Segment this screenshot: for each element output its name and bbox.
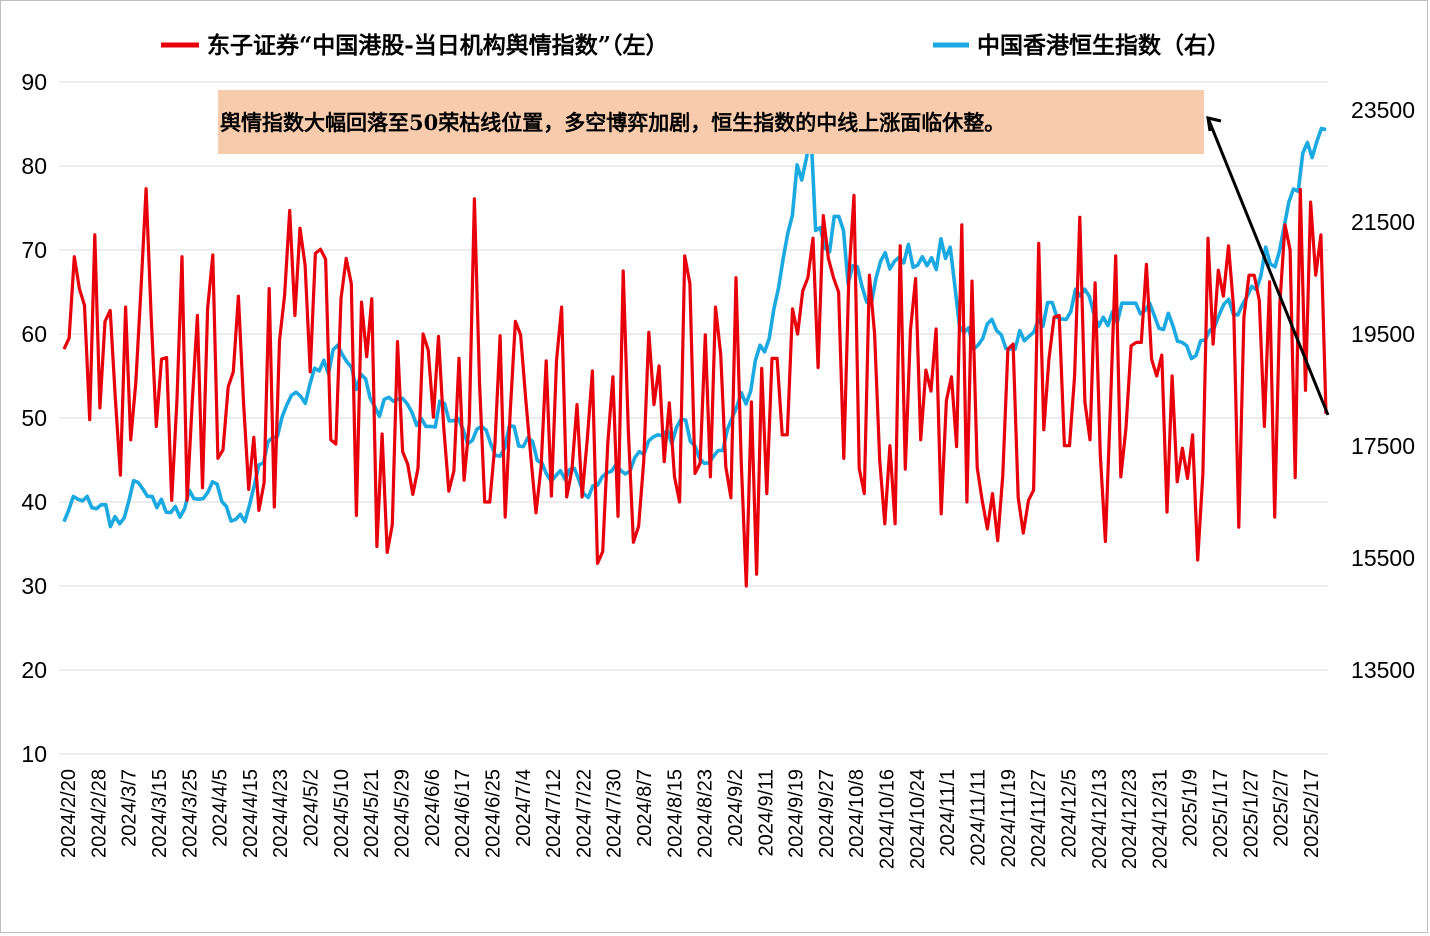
legend-label-left-series: 东子证券“中国港股-当日机构舆情指数”（左） bbox=[207, 32, 669, 59]
annotation-arrow bbox=[1206, 117, 1330, 416]
x-tick-label: 2024/3/25 bbox=[179, 769, 201, 858]
series-line-sentiment-index bbox=[62, 187, 1328, 588]
x-tick-label: 2025/1/17 bbox=[1210, 769, 1232, 858]
annotation: 舆情指数大幅回落至50荣枯线位置，多空博弈加剧，恒生指数的中线上涨面临休整。 bbox=[218, 90, 1330, 416]
x-tick-label: 2025/1/9 bbox=[1180, 769, 1202, 847]
x-tick-label: 2024/8/23 bbox=[695, 769, 717, 858]
x-tick-label: 2024/12/13 bbox=[1089, 769, 1111, 869]
x-tick-label: 2024/3/7 bbox=[119, 769, 141, 847]
x-tick-label: 2025/1/27 bbox=[1240, 769, 1262, 858]
x-tick-label: 2024/5/10 bbox=[331, 769, 353, 858]
x-tick-label: 2024/9/27 bbox=[816, 769, 838, 858]
x-axis: 2024/2/20 2024/2/28 2024/3/7 2024/3/15 2024/… bbox=[58, 769, 1323, 869]
x-tick-label: 2024/9/2 bbox=[725, 769, 747, 847]
x-tick-label: 2024/6/17 bbox=[452, 769, 474, 858]
y-left-tick-label: 90 bbox=[21, 69, 47, 95]
x-tick-label: 2024/7/4 bbox=[513, 769, 535, 847]
y-right-tick-label: 23500 bbox=[1351, 97, 1415, 123]
annotation-box bbox=[218, 90, 1204, 154]
x-tick-label: 2024/9/11 bbox=[755, 769, 777, 857]
x-tick-label: 2024/7/30 bbox=[604, 769, 626, 858]
x-tick-label: 2024/2/28 bbox=[88, 769, 110, 858]
legend-label-right-series: 中国香港恒生指数（右） bbox=[977, 32, 1230, 59]
y-right-tick-label: 17500 bbox=[1351, 433, 1415, 459]
x-tick-label: 2024/4/15 bbox=[240, 769, 262, 858]
x-tick-label: 2024/12/31 bbox=[1149, 769, 1171, 869]
x-tick-label: 2024/5/2 bbox=[301, 769, 323, 847]
x-tick-label: 2024/11/1 bbox=[937, 769, 959, 857]
y-left-tick-label: 50 bbox=[21, 405, 47, 431]
x-tick-label: 2025/2/7 bbox=[1271, 769, 1293, 847]
x-tick-label: 2024/4/5 bbox=[210, 769, 232, 847]
y-right-tick-label: 19500 bbox=[1351, 321, 1415, 347]
y-left-tick-label: 40 bbox=[21, 489, 47, 515]
y-left-tick-label: 20 bbox=[21, 657, 47, 683]
x-tick-label: 2024/5/21 bbox=[361, 769, 383, 858]
y-left-tick-label: 30 bbox=[21, 573, 47, 599]
x-tick-label: 2024/8/7 bbox=[634, 769, 656, 847]
x-tick-label: 2024/12/23 bbox=[1119, 769, 1141, 869]
x-tick-label: 2024/6/6 bbox=[422, 769, 444, 847]
annotation-arrowhead bbox=[1206, 116, 1222, 132]
y-right-tick-label: 13500 bbox=[1351, 657, 1415, 683]
y-left-tick-label: 80 bbox=[21, 153, 47, 179]
y-left-tick-label: 60 bbox=[21, 321, 47, 347]
x-tick-label: 2024/11/11 bbox=[968, 769, 990, 866]
x-tick-label: 2025/2/17 bbox=[1301, 769, 1323, 858]
x-tick-label: 2024/4/23 bbox=[270, 769, 292, 858]
annotation-text: 舆情指数大幅回落至50荣枯线位置，多空博弈加剧，恒生指数的中线上涨面临休整。 bbox=[220, 110, 1005, 135]
y-left-tick-label: 70 bbox=[21, 237, 47, 263]
left-axis: 10 20 30 40 50 60 70 80 90 bbox=[21, 69, 47, 767]
y-right-tick-label: 21500 bbox=[1351, 209, 1415, 235]
right-axis: 13500 15500 17500 19500 21500 23500 bbox=[1351, 97, 1415, 683]
x-tick-label: 2024/11/27 bbox=[1028, 769, 1050, 868]
x-tick-label: 2024/3/15 bbox=[149, 769, 171, 858]
x-tick-label: 2024/2/20 bbox=[58, 769, 80, 858]
x-tick-label: 2024/11/19 bbox=[998, 769, 1020, 868]
x-tick-label: 2024/6/25 bbox=[482, 769, 504, 858]
x-tick-label: 2024/9/19 bbox=[786, 769, 808, 858]
series-layer bbox=[62, 126, 1328, 588]
x-tick-label: 2024/7/12 bbox=[543, 769, 565, 858]
x-tick-label: 2024/5/29 bbox=[391, 769, 413, 858]
legend: 东子证券“中国港股-当日机构舆情指数”（左） 中国香港恒生指数（右） bbox=[161, 32, 1230, 59]
x-tick-label: 2024/8/15 bbox=[664, 769, 686, 858]
y-left-tick-label: 10 bbox=[21, 741, 47, 767]
x-tick-label: 2024/12/5 bbox=[1058, 769, 1080, 858]
x-tick-label: 2024/7/22 bbox=[573, 769, 595, 858]
y-right-tick-label: 15500 bbox=[1351, 545, 1415, 571]
x-tick-label: 2024/10/8 bbox=[846, 769, 868, 858]
x-tick-label: 2024/10/24 bbox=[907, 769, 929, 869]
x-tick-label: 2024/10/16 bbox=[877, 769, 899, 869]
